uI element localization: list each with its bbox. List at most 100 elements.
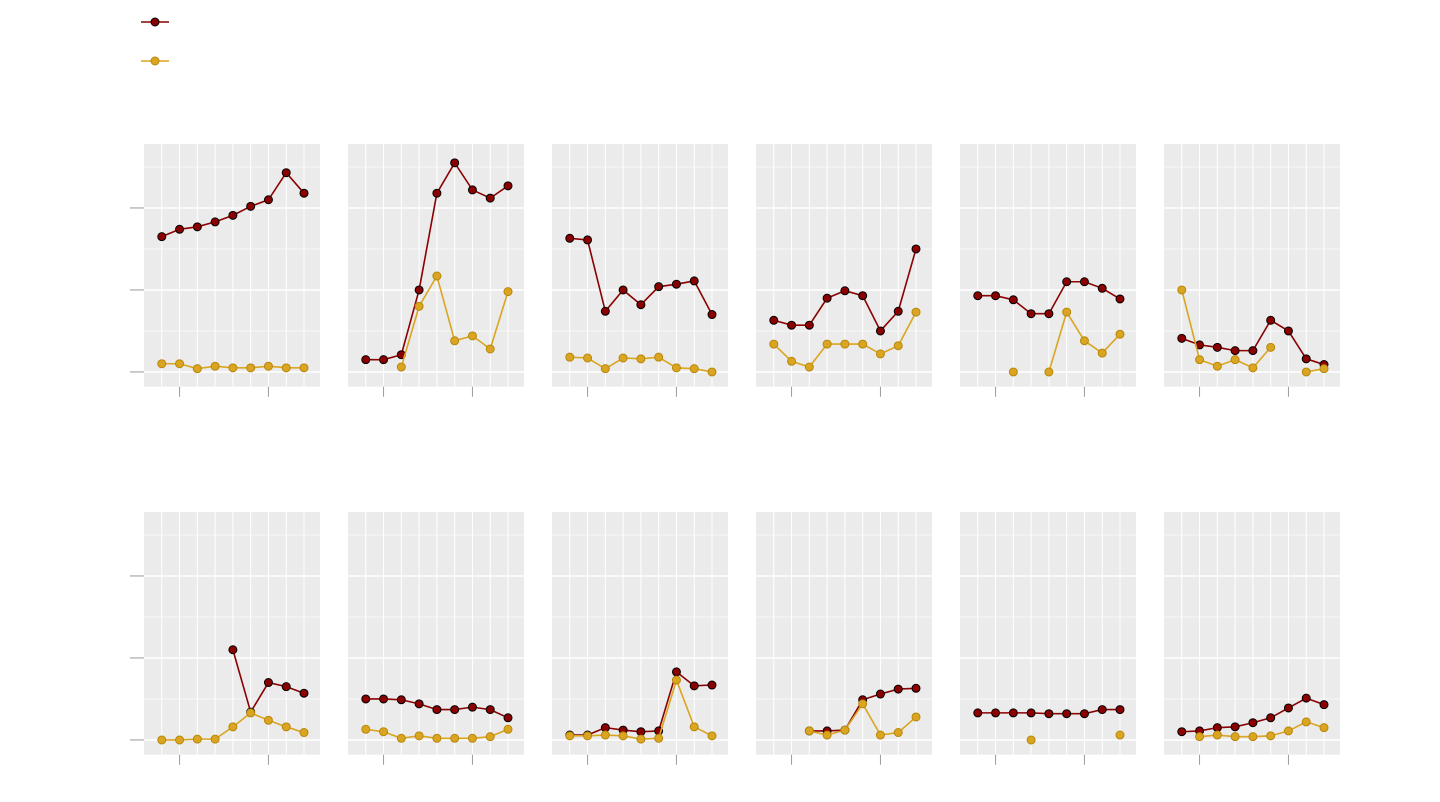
point [1177,333,1187,343]
point [565,352,575,362]
point [379,694,389,704]
panel [756,144,932,397]
panel [756,512,932,765]
point [263,678,273,688]
point [1044,367,1054,377]
point [822,730,832,740]
point [396,362,406,372]
point [1283,326,1293,336]
point [689,364,699,374]
point [1230,355,1240,365]
point [671,675,681,685]
point [991,291,1001,301]
point [1248,346,1258,356]
point [1212,342,1222,352]
point [1062,709,1072,719]
point [1008,367,1018,377]
panel [960,144,1136,397]
point [432,705,442,715]
point [192,734,202,744]
point [1097,705,1107,715]
point [893,306,903,316]
point [671,363,681,373]
panel [130,512,320,765]
point [379,727,389,737]
point [1044,709,1054,719]
point [503,181,513,191]
point [263,361,273,371]
point [1026,309,1036,319]
point [1266,342,1276,352]
point [991,708,1001,718]
point [804,362,814,372]
point [1301,354,1311,364]
point [1212,361,1222,371]
panel-background [1164,512,1340,755]
point [1248,732,1258,742]
point [1177,285,1187,295]
point [210,734,220,744]
point [654,282,664,292]
point [911,712,921,722]
point [600,730,610,740]
panel [348,512,524,765]
point [246,363,256,373]
panel-background [552,512,728,755]
point [689,722,699,732]
point [583,731,593,741]
point [787,320,797,330]
point [1079,277,1089,287]
point [450,336,460,346]
point [450,705,460,715]
panel [1164,512,1340,765]
point [157,359,167,369]
point [1177,727,1187,737]
point [600,723,610,733]
point [157,232,167,242]
point [858,339,868,349]
point [1115,730,1125,740]
point [246,201,256,211]
panel [960,512,1136,765]
point [414,301,424,311]
panel-background [756,512,932,755]
point [822,293,832,303]
point [299,688,309,698]
point [361,724,371,734]
point [1115,329,1125,339]
point [281,363,291,373]
point [281,682,291,692]
point [1115,294,1125,304]
point [707,731,717,741]
point [361,694,371,704]
point [600,306,610,316]
point [396,695,406,705]
point [636,727,646,737]
panel-background [144,512,320,755]
point [467,733,477,743]
point [1062,307,1072,317]
point [503,287,513,297]
point [875,349,885,359]
legend-entry [141,56,169,66]
point [600,364,610,374]
panel-background [348,144,524,387]
point [1266,315,1276,325]
point [636,734,646,744]
legend-marker [150,56,160,66]
point [503,724,513,734]
point [1026,708,1036,718]
point [210,217,220,227]
point [1283,703,1293,713]
panel-background [348,512,524,755]
point [1195,732,1205,742]
point [840,339,850,349]
point [840,725,850,735]
point [1044,309,1054,319]
legend-entry [141,17,169,27]
point [1248,718,1258,728]
series-line [1181,289,1272,369]
point [1301,693,1311,703]
point [228,645,238,655]
